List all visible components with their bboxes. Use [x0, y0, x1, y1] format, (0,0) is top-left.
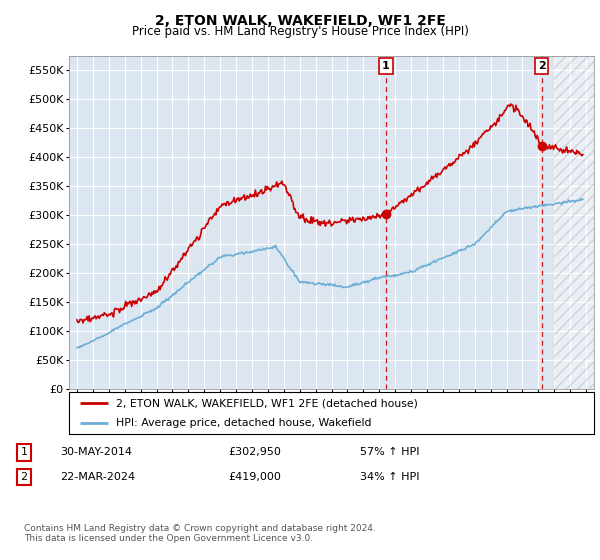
Text: HPI: Average price, detached house, Wakefield: HPI: Average price, detached house, Wake… [116, 418, 372, 428]
Text: £419,000: £419,000 [228, 472, 281, 482]
Text: 30-MAY-2014: 30-MAY-2014 [60, 447, 132, 458]
Text: 1: 1 [20, 447, 28, 458]
Text: 2: 2 [538, 61, 545, 71]
Text: £302,950: £302,950 [228, 447, 281, 458]
Text: Contains HM Land Registry data © Crown copyright and database right 2024.
This d: Contains HM Land Registry data © Crown c… [24, 524, 376, 543]
Text: Price paid vs. HM Land Registry's House Price Index (HPI): Price paid vs. HM Land Registry's House … [131, 25, 469, 38]
Text: 2, ETON WALK, WAKEFIELD, WF1 2FE (detached house): 2, ETON WALK, WAKEFIELD, WF1 2FE (detach… [116, 398, 418, 408]
Text: 34% ↑ HPI: 34% ↑ HPI [360, 472, 419, 482]
Text: 2, ETON WALK, WAKEFIELD, WF1 2FE: 2, ETON WALK, WAKEFIELD, WF1 2FE [155, 14, 445, 28]
Text: 57% ↑ HPI: 57% ↑ HPI [360, 447, 419, 458]
Text: 2: 2 [20, 472, 28, 482]
Text: 22-MAR-2024: 22-MAR-2024 [60, 472, 135, 482]
Text: 1: 1 [382, 61, 390, 71]
